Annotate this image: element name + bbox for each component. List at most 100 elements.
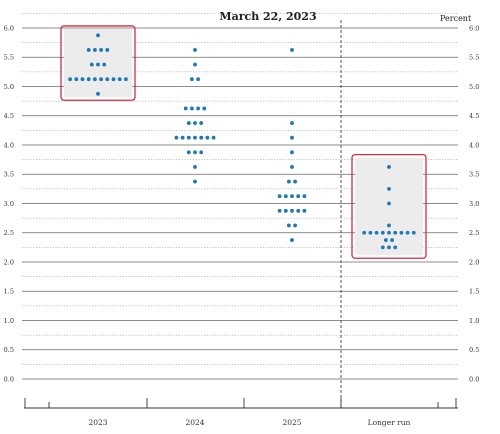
projection-dot (390, 238, 394, 242)
projection-dot (199, 135, 204, 140)
y-tick-label-right: 6.0 (469, 24, 479, 32)
projection-dot (387, 223, 391, 228)
projection-dot (93, 77, 97, 82)
x-category-label: 2025 (282, 418, 301, 427)
projection-dot (124, 77, 128, 82)
projection-dot (202, 106, 207, 111)
projection-dot (74, 77, 79, 82)
y-tick-label-left: 4.5 (4, 112, 14, 120)
x-category-label: Longer run (368, 418, 411, 427)
projection-dot (105, 48, 110, 52)
projection-dot (93, 48, 97, 52)
projection-dot (302, 208, 307, 213)
y-unit-label: Percent (440, 14, 472, 23)
projection-dot (86, 48, 91, 52)
projection-dot (302, 194, 307, 199)
highlight-box (351, 153, 427, 259)
y-tick-label-left: 6.0 (4, 24, 14, 32)
y-tick-label-right: 3.5 (469, 171, 479, 179)
projection-dot (99, 48, 103, 52)
projection-dot (287, 223, 291, 228)
y-tick-label-left: 2.5 (4, 229, 14, 237)
projection-dot (96, 62, 100, 67)
projection-dot (393, 230, 398, 235)
projection-dot (80, 77, 85, 82)
projection-dot (277, 208, 282, 213)
x-category-label: 2024 (185, 418, 204, 427)
y-tick-label-left: 1.5 (4, 288, 14, 296)
y-tick-label-left: 3.0 (4, 200, 14, 208)
projection-dot (174, 135, 179, 140)
y-tick-label-right: 0.5 (469, 346, 479, 354)
projection-dot (380, 230, 385, 235)
projection-dot (277, 194, 282, 199)
projection-dot (86, 77, 91, 82)
projection-dot (102, 62, 107, 67)
y-axis-left-labels: 6.0 5.5 5.0 4.5 4.0 3.5 3.0 2.5 2.0 1.5 1.0 0.5 0.0 (4, 24, 14, 383)
projection-dot (393, 245, 398, 250)
projection-dot (296, 194, 301, 199)
projection-dot (186, 150, 191, 155)
y-tick-label-right: 2.0 (469, 258, 479, 266)
projection-dot (196, 106, 201, 111)
projection-dot (283, 194, 288, 199)
projection-dot (405, 230, 410, 235)
projection-dot (193, 48, 197, 52)
projection-dot (68, 77, 72, 82)
y-tick-label-left: 2.0 (4, 258, 14, 266)
projection-dot (193, 179, 197, 184)
y-tick-label-right: 2.5 (469, 229, 479, 237)
projection-dot (290, 238, 294, 242)
projection-dot (374, 230, 379, 235)
projection-dot (193, 135, 197, 140)
projection-dot (368, 230, 373, 235)
projection-dot (193, 165, 197, 169)
y-tick-label-left: 5.5 (4, 54, 14, 62)
projection-dot (199, 121, 204, 125)
y-tick-label-left: 4.0 (4, 141, 14, 149)
y-tick-label-right: 1.5 (469, 288, 479, 296)
projection-dot (111, 77, 116, 82)
projection-dot (290, 208, 294, 213)
y-tick-label-right: 3.0 (469, 200, 479, 208)
projection-dot (290, 121, 294, 125)
projection-dot (387, 201, 391, 206)
y-tick-label-right: 0.0 (469, 375, 479, 383)
y-tick-label-right: 5.0 (469, 83, 479, 91)
projection-dot (283, 208, 288, 213)
projection-dot (105, 77, 110, 82)
projection-dot (387, 230, 391, 235)
projection-dot (205, 135, 210, 140)
projection-dot (96, 91, 100, 96)
y-tick-label-left: 0.0 (4, 375, 14, 383)
projection-dot (384, 238, 388, 242)
projection-dot (190, 106, 194, 111)
projection-dot (89, 62, 94, 67)
y-tick-label-left: 0.5 (4, 346, 14, 354)
highlight-boxes (60, 25, 427, 259)
projection-dot (190, 77, 194, 82)
dots-layer (68, 33, 416, 250)
y-tick-label-right: 4.5 (469, 112, 479, 120)
projection-dot (186, 121, 191, 125)
projection-dot (99, 77, 103, 82)
projection-dot (380, 245, 385, 250)
y-tick-label-left: 1.0 (4, 317, 14, 325)
projection-dot (186, 135, 191, 140)
projection-dot (96, 33, 100, 38)
projection-dot (193, 150, 197, 155)
projection-dot (387, 165, 391, 169)
projection-dot (290, 194, 294, 199)
y-tick-label-left: 3.5 (4, 171, 14, 179)
y-tick-label-right: 1.0 (469, 317, 479, 325)
projection-dot (117, 77, 122, 82)
projection-dot (290, 48, 294, 52)
projection-dot (290, 135, 294, 140)
projection-dot (287, 179, 291, 184)
highlight-shadow (355, 157, 423, 256)
chart-title: March 22, 2023 (219, 10, 316, 23)
projection-dot (199, 150, 204, 155)
projection-dot (387, 186, 391, 191)
x-category-label: 2023 (88, 418, 107, 427)
